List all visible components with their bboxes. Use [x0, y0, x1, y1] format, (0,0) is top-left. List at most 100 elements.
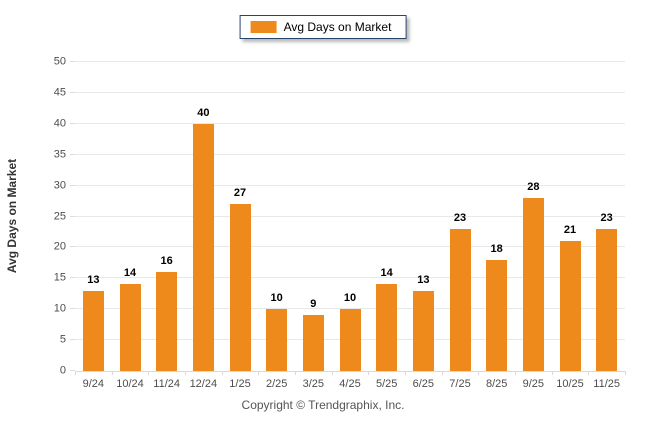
legend-swatch-icon [250, 21, 277, 33]
x-axis-tick [331, 371, 333, 375]
x-axis-tick [258, 371, 260, 375]
x-category-label: 11/25 [593, 378, 621, 390]
x-axis-tick [515, 371, 516, 375]
gridline [75, 91, 625, 93]
y-axis-tick [70, 91, 75, 93]
bar-9/24 [82, 290, 104, 371]
gridline [75, 308, 625, 310]
bar-4/25 [339, 309, 361, 371]
x-axis-tick [148, 371, 150, 375]
y-axis-tick [70, 153, 75, 155]
x-category-label: 11/24 [153, 378, 181, 390]
bar-value-label: 18 [490, 242, 503, 255]
bar-value-label: 27 [233, 187, 247, 200]
bar-1/25 [229, 204, 251, 371]
bar-8/25 [486, 259, 508, 371]
x-category-label: 7/25 [449, 378, 471, 390]
bar-value-label: 10 [343, 292, 357, 305]
x-axis-tick [588, 371, 590, 375]
y-tick-label: 20 [53, 240, 66, 253]
y-tick-label: 40 [53, 117, 66, 130]
x-axis-tick [295, 371, 296, 375]
y-tick-label: 10 [53, 302, 66, 315]
x-axis-tick [441, 371, 443, 375]
y-axis-tick [70, 277, 75, 279]
y-axis-tick [70, 339, 75, 341]
bar-value-label: 13 [87, 273, 100, 286]
x-axis-tick [75, 371, 76, 375]
bar-5/25 [376, 284, 398, 371]
bar-value-label: 10 [270, 292, 283, 305]
gridline [75, 246, 625, 248]
bar-10/24 [119, 284, 141, 371]
y-axis-tick [70, 215, 75, 217]
x-category-label: 4/25 [339, 378, 361, 390]
y-tick-label: 45 [53, 86, 66, 99]
bar-value-label: 13 [417, 273, 430, 286]
bar-value-label: 21 [563, 224, 577, 237]
bar-9/25 [522, 197, 544, 371]
x-axis-tick [185, 371, 186, 375]
bar-value-label: 14 [123, 267, 137, 280]
bar-value-label: 16 [160, 255, 173, 268]
y-axis-tick [70, 61, 75, 62]
y-tick-label: 15 [53, 271, 66, 284]
bar-6/25 [412, 290, 434, 371]
x-category-label: 2/25 [265, 378, 288, 390]
y-tick-label: 5 [59, 333, 66, 346]
bar-value-label: 14 [380, 267, 393, 280]
y-axis-tick [70, 184, 75, 186]
x-axis-tick [221, 371, 223, 375]
y-axis-tick [70, 246, 75, 248]
y-tick-label: 0 [59, 364, 66, 377]
gridline [75, 61, 625, 62]
bar-value-label: 40 [197, 106, 210, 119]
y-axis-tick [70, 370, 75, 371]
x-category-label: 9/24 [82, 378, 105, 390]
copyright-text: Copyright © Trendgraphix, Inc. [241, 398, 405, 412]
legend: Avg Days on Market [239, 15, 407, 39]
gridline [75, 277, 625, 279]
y-tick-label: 50 [53, 55, 66, 68]
bar-value-label: 23 [600, 211, 613, 224]
x-category-label: 8/25 [485, 378, 508, 390]
x-axis-tick [405, 371, 406, 375]
bar-12/24 [192, 123, 214, 371]
y-axis-tick [70, 122, 75, 124]
plot-area: 0 5 10 15 20 25 30 35 40 45 50 13 9/24 14 10/24 16 11/24… [54, 56, 626, 390]
bar-value-label: 23 [453, 211, 467, 224]
y-tick-label: 25 [53, 210, 66, 222]
bar-3/25 [302, 315, 324, 371]
bar-value-label: 28 [527, 180, 540, 193]
x-axis-tick [625, 371, 626, 375]
x-category-label: 6/25 [412, 378, 435, 390]
x-axis-tick [111, 371, 113, 375]
bar-11/24 [156, 272, 178, 371]
x-axis-tick [368, 371, 370, 375]
bar-11/25 [596, 228, 618, 371]
y-tick-label: 35 [53, 148, 66, 161]
gridline [75, 184, 625, 186]
legend-label: Avg Days on Market [283, 20, 392, 34]
bar-7/25 [449, 228, 471, 371]
x-category-label: 10/25 [556, 378, 584, 390]
x-axis-line [75, 371, 625, 372]
x-category-label: 9/25 [522, 378, 545, 390]
x-category-label: 10/24 [116, 378, 144, 390]
x-category-label: 12/24 [189, 378, 218, 390]
gridline [75, 215, 625, 217]
x-category-label: 1/25 [229, 378, 251, 390]
bar-2/25 [266, 309, 288, 371]
bar-10/25 [559, 241, 581, 371]
y-tick-label: 30 [53, 179, 66, 192]
x-category-label: 5/25 [375, 378, 398, 390]
bar-value-label: 9 [310, 298, 317, 311]
gridline [75, 122, 625, 124]
y-axis-tick [70, 308, 75, 310]
y-axis-title: Avg Days on Market [5, 158, 19, 274]
gridline [75, 153, 625, 155]
x-axis-tick [551, 371, 553, 375]
x-axis-tick [478, 371, 480, 375]
x-category-label: 3/25 [302, 378, 325, 390]
